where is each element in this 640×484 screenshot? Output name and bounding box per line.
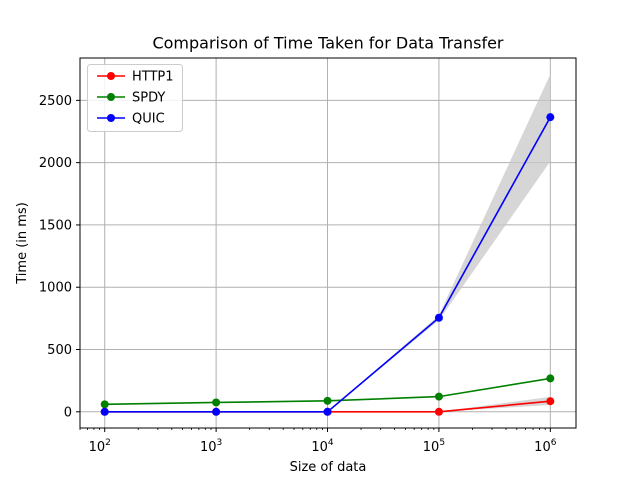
legend-label-quic: QUIC — [132, 112, 165, 127]
legend-label-spdy: SPDY — [132, 91, 165, 106]
point-spdy — [323, 396, 332, 405]
point-spdy — [212, 398, 221, 407]
y-tick-label: 1500 — [39, 218, 72, 233]
y-axis-label: Time (in ms) — [15, 202, 30, 285]
x-tick-label: 105 — [423, 438, 445, 455]
point-quic — [434, 313, 443, 322]
x-tick-label: 102 — [89, 438, 111, 455]
point-http1 — [434, 407, 443, 416]
point-quic — [323, 407, 332, 416]
x-tick-label: 104 — [311, 438, 334, 455]
point-spdy — [546, 374, 555, 383]
y-tick-label: 500 — [47, 343, 72, 358]
point-quic — [546, 113, 555, 122]
point-quic — [100, 407, 109, 416]
legend-label-http1: HTTP1 — [132, 70, 174, 85]
x-axis-label: Size of data — [290, 460, 367, 475]
y-tick-label: 2000 — [39, 156, 72, 171]
legend-marker-spdy — [107, 93, 115, 101]
x-tick-label: 106 — [534, 438, 557, 455]
y-axis-ticks: 0 500 1000 1500 2000 2500 — [39, 94, 80, 420]
legend-marker-http1 — [107, 72, 115, 80]
chart-title: Comparison of Time Taken for Data Transf… — [152, 34, 503, 53]
y-tick-label: 0 — [64, 405, 72, 420]
grid-lines — [80, 58, 576, 428]
series-points — [100, 113, 555, 416]
point-spdy — [100, 400, 109, 409]
point-spdy — [434, 392, 443, 401]
y-tick-label: 2500 — [39, 94, 72, 109]
x-axis-ticks: 102 103 104 105 106 — [79, 428, 557, 455]
point-http1 — [546, 397, 555, 406]
y-tick-label: 1000 — [39, 281, 72, 296]
point-quic — [212, 407, 221, 416]
legend: HTTP1 SPDY QUIC — [87, 64, 183, 132]
legend-marker-quic — [107, 114, 115, 122]
x-tick-label: 103 — [200, 438, 222, 455]
